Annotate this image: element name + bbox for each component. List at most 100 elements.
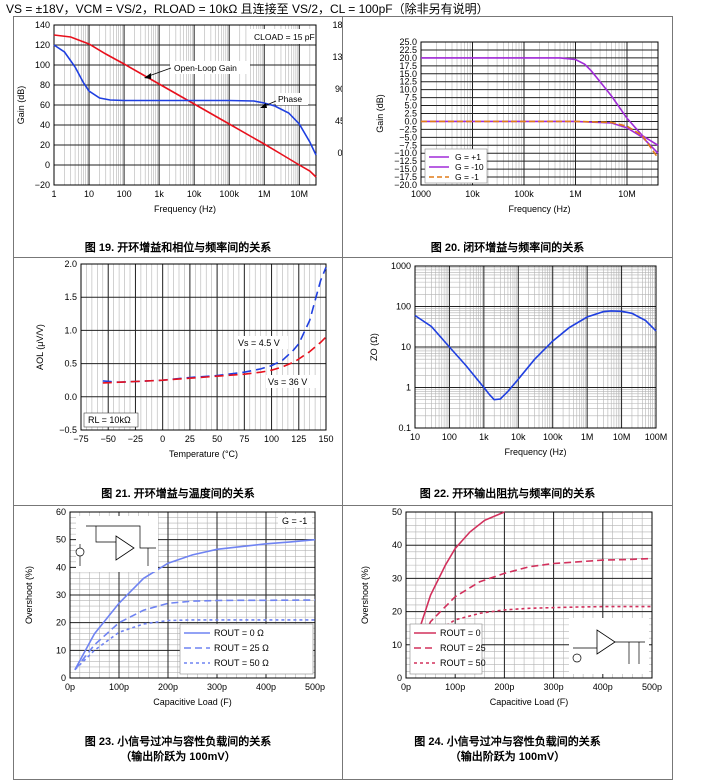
plot-border	[414, 265, 657, 429]
schematic-wires	[573, 641, 645, 664]
annotation-bg	[276, 93, 308, 105]
x-tick-label: 10M	[613, 432, 631, 442]
y-tick-label: 1000	[391, 261, 411, 271]
schematic-wires	[79, 525, 156, 566]
x-tick-label: 500p	[305, 682, 325, 692]
figure-24: 0p 100p 200p 300p 400p 500p 0 10 20 30 40 50 Capacit…	[343, 506, 672, 779]
x-tick-label: 100p	[445, 682, 465, 692]
y-tick-label: 0	[61, 673, 66, 683]
y-tick-label: 10	[56, 645, 66, 655]
caption-fig24: 图 24. 小信号过冲与容性负载间的关系	[414, 736, 601, 748]
x-tick-label: 100	[117, 189, 132, 199]
x-tick-label: 10k	[465, 189, 480, 199]
y-tick-label: 40	[56, 562, 66, 572]
x-tick-label: 400p	[593, 682, 613, 692]
x-tick-label: 100k	[514, 189, 534, 199]
x-tick-label: 1M	[581, 432, 594, 442]
caption-fig21: 图 21. 开环增益与温度间的关系	[101, 488, 255, 500]
x-tick-label: 1	[51, 189, 56, 199]
x-tick-label: −50	[101, 434, 116, 444]
x-axis-label: Frequency (Hz)	[154, 204, 216, 214]
caption-fig22: 图 22. 开环输出阻抗与频率间的关系	[419, 488, 596, 500]
y-tick-label: 0	[45, 160, 50, 170]
legend-label: G = -10	[455, 162, 484, 172]
y-tick-label: 80	[40, 80, 50, 90]
y-tick-label: 10.0	[399, 85, 417, 95]
legend-label: ROUT = 50 Ω	[214, 658, 269, 668]
y-axis-label: Overshoot (%)	[360, 566, 370, 624]
legend-box	[424, 148, 488, 184]
x-tick-label: 100k	[219, 189, 239, 199]
annotation-rl: RL = 10kΩ	[88, 415, 131, 425]
x-tick-label: 300p	[544, 682, 564, 692]
chart-fig23: 0p 100p 200p 300p 400p 500p 0 10 20 30 40 50 60 Capac…	[24, 507, 325, 707]
x-tick-label: 0p	[65, 682, 75, 692]
figure-21: −75 −50 −25 0 25 50 75 100 125 150 −0.5 0.0 0.5 1.0 1.…	[14, 258, 342, 505]
series-line-1	[74, 599, 316, 671]
x-tick-label: 10k	[511, 432, 526, 442]
source-icon	[75, 547, 85, 557]
x-tick-label: 400p	[256, 682, 276, 692]
y-right-tick-label: 180	[332, 20, 342, 30]
y-axis-label: AOL (μV/V)	[35, 324, 45, 370]
y-tick-label: −15.0	[394, 164, 417, 174]
chart-fig20: 1000 10k 100k 1M 10M −20.0−17.5−15.0−12.5−10.…	[375, 37, 659, 214]
x-tick-label: −25	[128, 434, 143, 444]
legend-label: ROUT = 50	[440, 658, 486, 668]
x-axis-label: Capacitive Load (F)	[490, 697, 569, 707]
y-tick-label: 20.0	[399, 53, 417, 63]
x-tick-label: 1M	[569, 189, 582, 199]
y-tick-label: 60	[40, 100, 50, 110]
y-tick-label: 12.5	[399, 77, 417, 87]
legend-label: ROUT = 0 Ω	[214, 628, 264, 638]
series-line-0	[74, 538, 316, 671]
x-tick-label: 10k	[187, 189, 202, 199]
annotation-bg	[266, 375, 316, 388]
x-tick-label: 75	[239, 434, 249, 444]
plot-border	[405, 511, 653, 679]
x-tick-label: 100p	[109, 682, 129, 692]
figure-20: 1000 10k 100k 1M 10M −20.0 −17.5 −15.0 −12.5 −10.…	[343, 17, 672, 257]
y-tick-label: 1	[406, 383, 411, 393]
y-tick-label: 20	[392, 607, 402, 617]
legend-label: G = -1	[455, 172, 479, 182]
y-tick-label: 30	[392, 573, 402, 583]
x-tick-label: 100k	[543, 432, 563, 442]
grid-divider-row2	[13, 505, 673, 506]
y-tick-label: 0.5	[64, 359, 77, 369]
arrow-head-phase	[260, 103, 267, 108]
chart-fig22: 10 100 1k 10k 100k 1M 10M 100M 0.1 1 10 100 1000 Freq…	[369, 261, 667, 457]
annotation-bg	[170, 61, 250, 74]
grid-divider-vertical	[342, 16, 343, 780]
x-tick-label: 1k	[154, 189, 164, 199]
y-tick-label: 10	[392, 640, 402, 650]
plot-border	[53, 24, 317, 186]
chart-fig19: 1 10 100 1k 10k 100k 1M 10M −20 0 20 40 60 80 100 120 14…	[16, 20, 342, 214]
x-tick-label: 125	[291, 434, 306, 444]
y-tick-label: 100	[396, 302, 411, 312]
x-tick-label: 100	[264, 434, 279, 444]
y-tick-label: −2.5	[399, 124, 417, 134]
caption-fig20: 图 20. 闭环增益与频率间的关系	[430, 242, 585, 254]
caption-fig23: 图 23. 小信号过冲与容性负载间的关系	[84, 736, 272, 748]
x-tick-label: 10M	[618, 189, 636, 199]
x-axis-label: Temperature (°C)	[169, 449, 238, 459]
y-tick-label: 0.1	[398, 423, 411, 433]
x-tick-label: 1k	[479, 432, 489, 442]
figure-grid-frame	[13, 16, 673, 780]
y-tick-label: 5.0	[404, 101, 417, 111]
plot-border	[420, 41, 659, 186]
y-tick-label: 30	[56, 590, 66, 600]
y-right-tick-label: 45	[335, 116, 342, 126]
legend-label: ROUT = 25 Ω	[214, 643, 269, 653]
y-tick-label: 100	[35, 60, 50, 70]
y-tick-label: 40	[392, 540, 402, 550]
x-tick-label: 1000	[411, 189, 431, 199]
series-line-2	[421, 120, 659, 159]
x-tick-label: 150	[318, 434, 333, 444]
arrow-head-gain	[144, 73, 151, 79]
x-tick-label: 500p	[642, 682, 662, 692]
y-right-tick-label: 135	[332, 52, 342, 62]
y-tick-label: 140	[35, 20, 50, 30]
y-tick-label: 17.5	[399, 61, 417, 71]
